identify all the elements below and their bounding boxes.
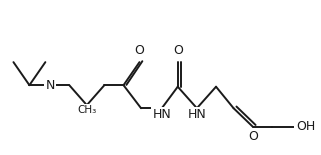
Text: O: O bbox=[173, 44, 183, 57]
Text: N: N bbox=[46, 79, 55, 92]
Text: OH: OH bbox=[296, 120, 315, 133]
Text: CH₃: CH₃ bbox=[77, 105, 96, 115]
Text: O: O bbox=[134, 44, 144, 57]
Text: HN: HN bbox=[187, 108, 206, 121]
Text: O: O bbox=[248, 131, 258, 144]
Text: HN: HN bbox=[152, 108, 171, 121]
